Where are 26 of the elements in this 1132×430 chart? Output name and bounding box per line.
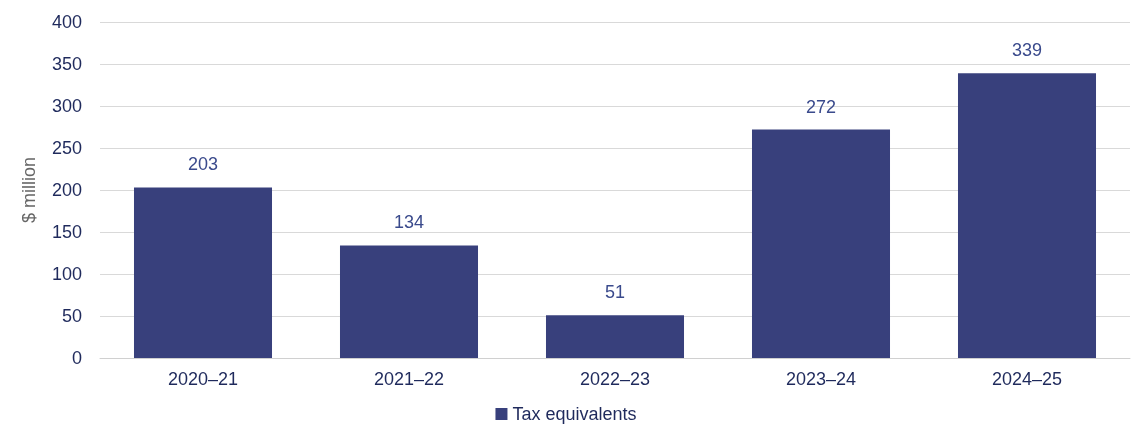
data-label: 51	[604, 282, 626, 303]
bar	[957, 73, 1097, 358]
y-tick-label: 0	[71, 348, 82, 368]
x-tick-label: 2024–25	[991, 369, 1063, 389]
data-label: 203	[187, 154, 219, 175]
data-label: 339	[1011, 40, 1043, 61]
x-tick-label: 2023–24	[785, 369, 857, 389]
y-tick-label: 400	[51, 12, 82, 32]
y-tick-label: 350	[51, 54, 82, 74]
y-tick-label: 100	[51, 264, 82, 284]
y-tick-label: 200	[51, 180, 82, 200]
bar	[339, 245, 479, 358]
data-label: 134	[393, 212, 425, 233]
y-axis-title: $ million	[19, 156, 39, 224]
y-tick-label: 150	[51, 222, 82, 242]
x-tick-label: 2021–22	[373, 369, 445, 389]
x-tick-label: 2022–23	[579, 369, 651, 389]
y-tick-label: 300	[51, 96, 82, 116]
bar	[545, 315, 685, 358]
data-label: 272	[805, 96, 837, 117]
legend-label: Tax equivalents	[512, 404, 637, 424]
y-tick-label: 50	[61, 306, 82, 326]
y-tick-label: 250	[51, 138, 82, 158]
x-tick-label: 2020–21	[167, 369, 239, 389]
bar	[133, 187, 273, 358]
bar	[751, 129, 891, 358]
